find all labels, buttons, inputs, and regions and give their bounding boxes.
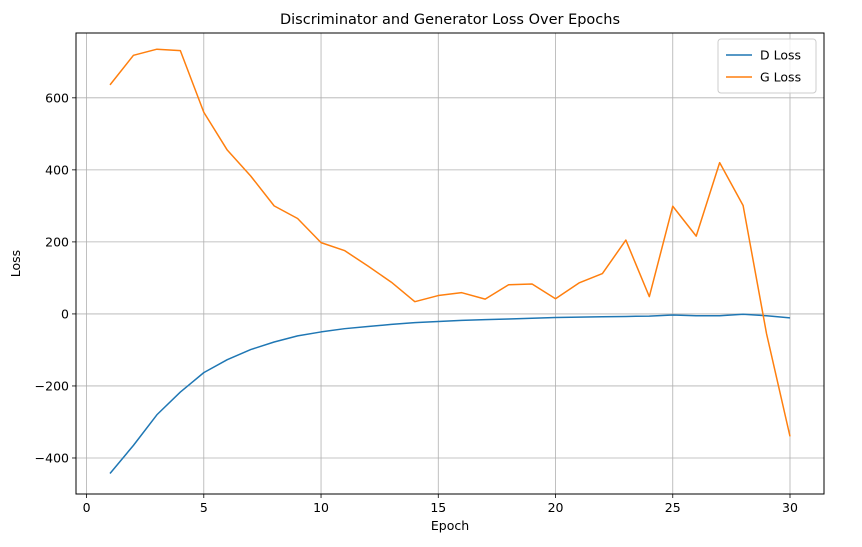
y-tick-label: −200	[35, 378, 69, 393]
x-tick-label: 25	[665, 500, 681, 515]
y-tick-label: 600	[45, 90, 69, 105]
legend-label: D Loss	[760, 48, 801, 63]
y-axis-label: Loss	[8, 250, 23, 277]
series-line-g-loss	[109, 48, 791, 437]
y-tick-label: 400	[45, 162, 69, 177]
axis-ticks: 0 5 10 15 20 25 30 −400 −200 0 200 400 600	[35, 90, 798, 515]
legend-label: G Loss	[760, 70, 801, 85]
x-tick-label: 5	[200, 500, 208, 515]
y-tick-label: 200	[45, 234, 69, 249]
legend: D Loss G Loss	[717, 38, 817, 94]
x-axis-label: Epoch	[431, 518, 469, 533]
legend-box	[717, 38, 817, 94]
x-tick-label: 15	[430, 500, 446, 515]
x-tick-label: 10	[313, 500, 329, 515]
plot-frame	[75, 32, 825, 495]
grid-lines	[76, 33, 824, 494]
x-tick-label: 30	[782, 500, 798, 515]
chart-title: Discriminator and Generator Loss Over Ep…	[280, 12, 620, 28]
x-tick-label: 20	[548, 500, 564, 515]
y-tick-label: −400	[35, 450, 69, 465]
x-tick-label: 0	[83, 500, 91, 515]
y-tick-label: 0	[61, 306, 69, 321]
series-line-d-loss	[109, 313, 791, 474]
series-lines	[109, 48, 791, 474]
